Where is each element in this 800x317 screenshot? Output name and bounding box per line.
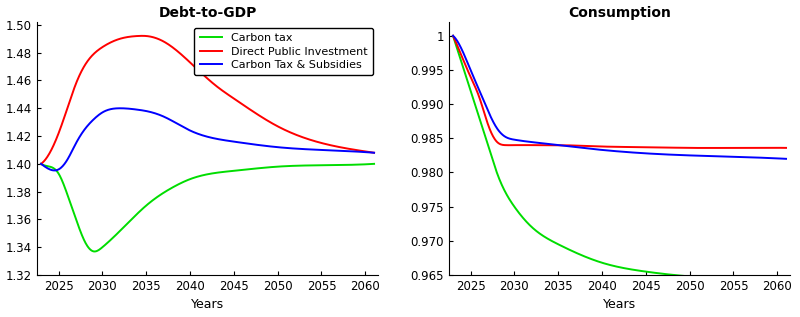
Carbon tax: [370, 162, 379, 166]
Carbon Tax & Subsidies: [57, 165, 66, 169]
Direct Public Investment: [230, 97, 240, 101]
Carbon Tax & Subsidies: [230, 140, 240, 144]
Line: Carbon Tax & Subsidies: Carbon Tax & Subsidies: [41, 108, 374, 171]
Line: Carbon tax: Carbon tax: [41, 164, 374, 251]
Carbon Tax & Subsidies: [115, 107, 125, 110]
Carbon tax: [36, 162, 46, 166]
X-axis label: Years: Years: [191, 298, 224, 311]
Line: Direct Public Investment: Direct Public Investment: [41, 36, 374, 164]
Carbon Tax & Subsidies: [50, 169, 59, 172]
Direct Public Investment: [370, 151, 379, 155]
X-axis label: Years: Years: [603, 298, 636, 311]
Carbon Tax & Subsidies: [370, 151, 379, 155]
Direct Public Investment: [138, 34, 147, 38]
Direct Public Investment: [239, 103, 249, 107]
Direct Public Investment: [36, 162, 46, 166]
Carbon Tax & Subsidies: [250, 143, 259, 146]
Carbon tax: [239, 168, 249, 172]
Carbon Tax & Subsidies: [290, 147, 299, 151]
Direct Public Investment: [57, 124, 66, 127]
Title: Debt-to-GDP: Debt-to-GDP: [158, 6, 257, 20]
Direct Public Investment: [249, 110, 258, 114]
Carbon tax: [290, 164, 299, 168]
Direct Public Investment: [323, 143, 333, 146]
Carbon Tax & Subsidies: [36, 162, 46, 166]
Carbon tax: [323, 163, 333, 167]
Carbon Tax & Subsidies: [324, 148, 334, 152]
Carbon tax: [249, 167, 258, 171]
Carbon tax: [57, 177, 66, 181]
Carbon Tax & Subsidies: [239, 141, 249, 145]
Title: Consumption: Consumption: [568, 6, 671, 20]
Carbon tax: [90, 249, 99, 253]
Carbon tax: [230, 169, 240, 172]
Legend: Carbon tax, Direct Public Investment, Carbon Tax & Subsidies: Carbon tax, Direct Public Investment, Ca…: [194, 28, 373, 75]
Direct Public Investment: [290, 132, 299, 136]
